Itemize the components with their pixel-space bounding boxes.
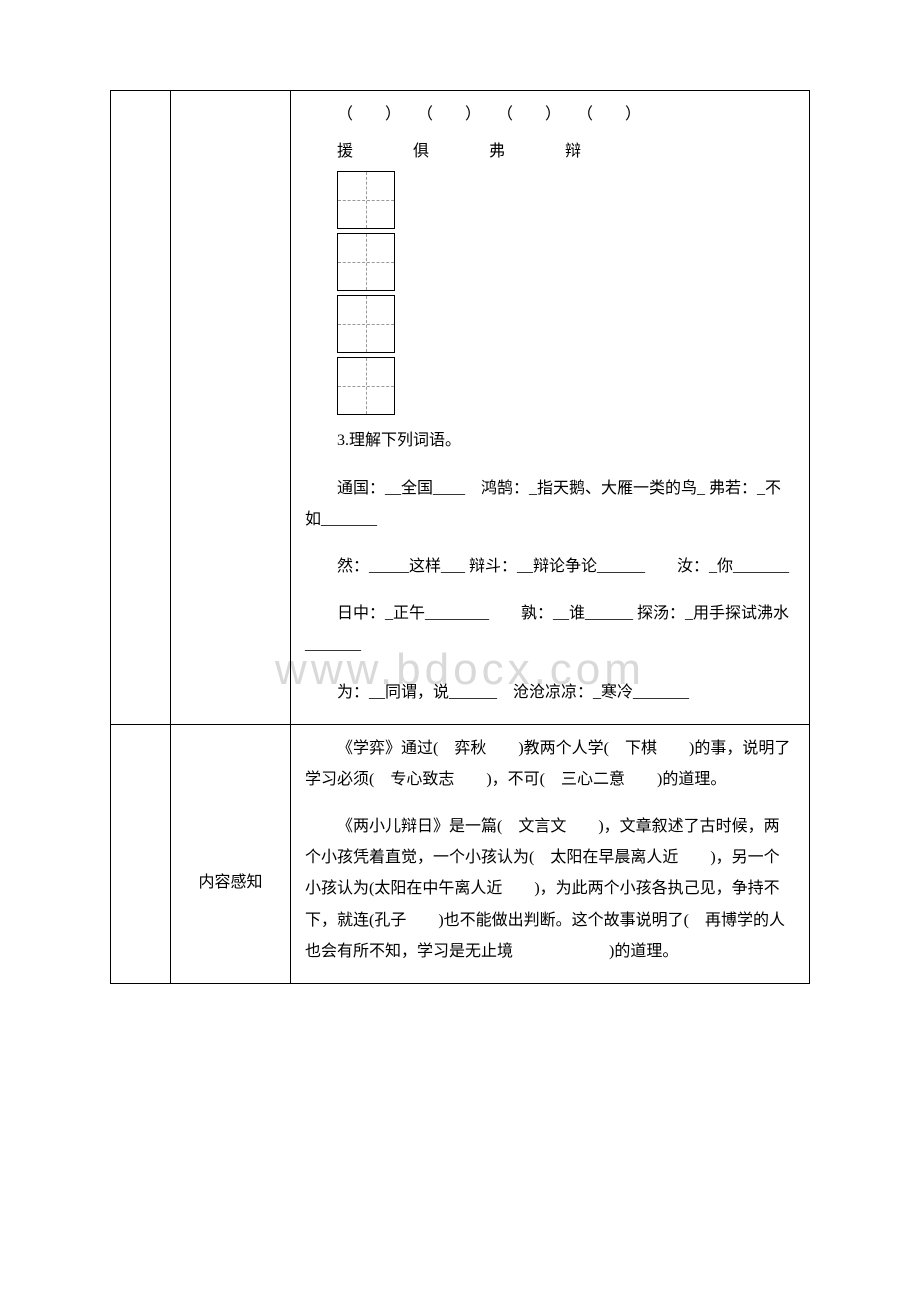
tian-grid-box — [337, 233, 395, 291]
tian-grid-column — [305, 167, 795, 415]
col-a-cell — [111, 724, 171, 983]
table-row: 内容感知 《学弈》通过( 弈秋 )教两个人学( 下棋 )的事，说明了学习必须( … — [111, 724, 810, 983]
col-c-cell: （ ） （ ） （ ） （ ） 援 俱 弗 辩 3.理解下列词语。 — [291, 91, 810, 725]
tian-grid-box — [337, 171, 395, 229]
char-item: 援 — [337, 136, 355, 167]
section-label: 内容感知 — [198, 874, 262, 891]
tian-grid-box — [337, 295, 395, 353]
page: （ ） （ ） （ ） （ ） 援 俱 弗 辩 3.理解下列词语。 — [0, 0, 920, 1044]
vocab-line: 日中：_正午________ 孰：__谁______ 探汤：_用手探试沸水___… — [305, 598, 795, 660]
char-item: 俱 — [413, 136, 431, 167]
table-row: （ ） （ ） （ ） （ ） 援 俱 弗 辩 3.理解下列词语。 — [111, 91, 810, 725]
char-item: 弗 — [489, 136, 507, 167]
tian-grid-box — [337, 357, 395, 415]
col-b-cell: 内容感知 — [171, 724, 291, 983]
content-para: 《两小儿辩日》是一篇( 文言文 )，文章叙述了古时候，两个小孩凭着直觉，一个小孩… — [305, 811, 795, 967]
paren-line: （ ） （ ） （ ） （ ） — [305, 99, 795, 130]
q3-heading: 3.理解下列词语。 — [305, 425, 795, 456]
col-a-cell — [111, 91, 171, 725]
char-item: 辩 — [565, 136, 583, 167]
char-row: 援 俱 弗 辩 — [305, 136, 795, 167]
content-para: 《学弈》通过( 弈秋 )教两个人学( 下棋 )的事，说明了学习必须( 专心致志 … — [305, 733, 795, 795]
worksheet-table: （ ） （ ） （ ） （ ） 援 俱 弗 辩 3.理解下列词语。 — [110, 90, 810, 984]
vocab-line: 为：__同谓，说______ 沧沧凉凉：_寒冷_______ — [305, 677, 795, 708]
vocab-line: 通国：__全国____ 鸿鹄：_指天鹅、大雁一类的鸟_ 弗若：_不如______… — [305, 473, 795, 535]
col-c-cell: 《学弈》通过( 弈秋 )教两个人学( 下棋 )的事，说明了学习必须( 专心致志 … — [291, 724, 810, 983]
col-b-cell — [171, 91, 291, 725]
vocab-line: 然：_____这样___ 辩斗：__辩论争论______ 汝：_你_______ — [305, 551, 795, 582]
